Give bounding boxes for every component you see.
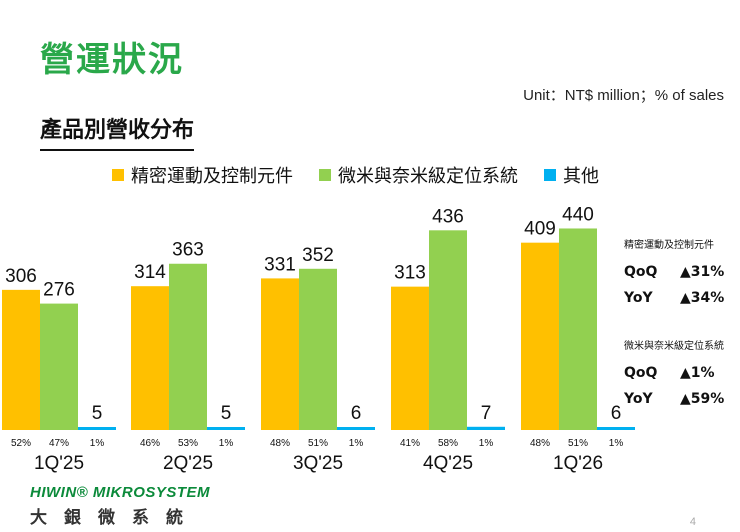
share-label-precision: 46% <box>140 438 160 449</box>
growth-row-qoq: QoQ ▲1% <box>624 360 740 386</box>
data-label-others: 7 <box>481 403 492 424</box>
data-label-others: 6 <box>351 403 362 424</box>
category-label: 3Q'25 <box>293 453 343 474</box>
growth-metric-value: ▲1% <box>680 365 715 381</box>
data-label-positioning: 436 <box>432 206 464 227</box>
share-label-others: 1% <box>479 438 494 449</box>
legend-swatch-others <box>544 169 556 181</box>
legend-label-precision: 精密運動及控制元件 <box>131 166 293 187</box>
growth-metric-label: YoY <box>624 290 653 306</box>
bar-precision <box>261 278 299 430</box>
growth-heading-positioning: 微米與奈米級定位系統 <box>624 341 724 352</box>
bar-positioning <box>169 263 207 430</box>
legend-item-positioning: 微米與奈米級定位系統 <box>319 162 518 188</box>
bar-positioning <box>429 230 467 430</box>
growth-metric-label: YoY <box>624 391 653 407</box>
data-label-precision: 409 <box>524 219 556 240</box>
share-label-others: 1% <box>349 438 364 449</box>
bar-precision <box>131 286 169 430</box>
bar-precision <box>2 289 40 430</box>
legend-item-precision: 精密運動及控制元件 <box>112 162 293 188</box>
logo-chinese: 大銀微系統 <box>30 508 200 528</box>
chart-legend: 精密運動及控制元件 微米與奈米級定位系統 其他 <box>112 162 625 188</box>
company-logo: HIWIN® MIKROSYSTEM 大銀微系統 <box>30 484 210 528</box>
category-label: 1Q'26 <box>553 453 603 474</box>
share-label-others: 1% <box>90 438 105 449</box>
growth-metric-label: QoQ <box>624 264 658 280</box>
share-label-positioning: 51% <box>568 438 588 449</box>
data-label-positioning: 363 <box>172 240 204 261</box>
bar-others <box>467 426 505 430</box>
share-label-precision: 48% <box>530 438 550 449</box>
bar-positioning <box>40 303 78 430</box>
share-label-others: 1% <box>609 438 624 449</box>
growth-row-yoy: YoY ▲34% <box>624 285 740 311</box>
share-label-precision: 52% <box>11 438 31 449</box>
share-label-positioning: 47% <box>49 438 69 449</box>
growth-panel: 精密運動及控制元件 QoQ ▲31% YoY ▲34% 微米與奈米級定位系統 Q… <box>624 236 740 438</box>
page-number: 4 <box>689 516 696 528</box>
bar-precision <box>391 286 429 430</box>
data-label-others: 6 <box>611 403 622 424</box>
growth-metric-value: ▲59% <box>680 391 725 407</box>
share-label-positioning: 58% <box>438 438 458 449</box>
growth-metric-value: ▲31% <box>680 264 725 280</box>
logo-english: HIWIN® MIKROSYSTEM <box>30 484 211 501</box>
data-label-positioning: 440 <box>562 204 594 225</box>
growth-row-yoy: YoY ▲59% <box>624 386 740 412</box>
bar-positioning <box>559 228 597 430</box>
data-label-precision: 306 <box>5 266 37 287</box>
legend-swatch-positioning <box>319 169 331 181</box>
share-label-precision: 48% <box>270 438 290 449</box>
share-label-others: 1% <box>219 438 234 449</box>
bar-positioning <box>299 268 337 430</box>
growth-row-qoq: QoQ ▲31% <box>624 259 740 285</box>
bar-others <box>597 427 635 430</box>
legend-label-positioning: 微米與奈米級定位系統 <box>338 166 518 187</box>
legend-swatch-precision <box>112 169 124 181</box>
data-label-precision: 313 <box>394 263 426 284</box>
bar-precision <box>521 242 559 430</box>
section-title: 產品別營收分布 <box>40 112 195 151</box>
unit-note: Unit：NT$ million；% of sales <box>523 87 724 104</box>
bar-others <box>337 427 375 430</box>
growth-heading-precision: 精密運動及控制元件 <box>624 240 714 251</box>
data-label-positioning: 352 <box>302 245 334 266</box>
page-title: 營運狀況 <box>40 40 184 80</box>
legend-item-others: 其他 <box>544 162 599 188</box>
share-label-positioning: 53% <box>178 438 198 449</box>
category-label: 1Q'25 <box>34 453 84 474</box>
growth-metric-label: QoQ <box>624 365 658 381</box>
category-label: 2Q'25 <box>163 453 213 474</box>
bar-others <box>78 427 116 430</box>
data-label-others: 5 <box>221 403 232 424</box>
data-label-precision: 331 <box>264 254 296 275</box>
category-label: 4Q'25 <box>423 453 473 474</box>
data-label-positioning: 276 <box>43 280 75 301</box>
share-label-precision: 41% <box>400 438 420 449</box>
growth-group-precision: 精密運動及控制元件 QoQ ▲31% YoY ▲34% <box>624 236 740 311</box>
share-label-positioning: 51% <box>308 438 328 449</box>
growth-metric-value: ▲34% <box>680 290 725 306</box>
data-label-precision: 314 <box>134 262 166 283</box>
growth-group-positioning: 微米與奈米級定位系統 QoQ ▲1% YoY ▲59% <box>624 337 740 412</box>
bar-others <box>207 427 245 430</box>
legend-label-others: 其他 <box>563 166 599 187</box>
data-label-others: 5 <box>92 403 103 424</box>
